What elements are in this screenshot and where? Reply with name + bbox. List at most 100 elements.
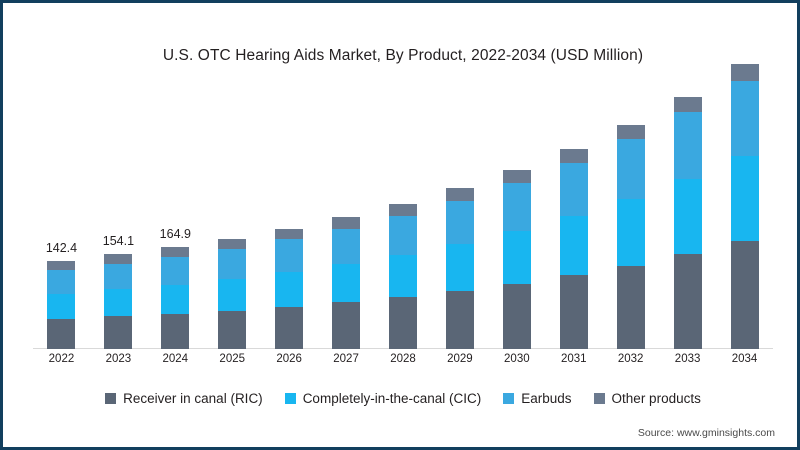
legend-item-ric[interactable]: Receiver in canal (RIC) [105, 391, 263, 406]
stacked-bar[interactable] [559, 149, 588, 349]
bar-value-label: 142.4 [45, 240, 78, 255]
x-tick-2026: 2026 [276, 353, 302, 365]
x-tick-2028: 2028 [390, 353, 416, 365]
legend-item-other[interactable]: Other products [593, 391, 701, 406]
bar-segment-other-products [559, 149, 588, 164]
bar-segment-other-products [47, 260, 76, 271]
bar-segment-completely-in-the-canal-cic [730, 156, 759, 242]
bar-segment-completely-in-the-canal-cic [616, 199, 645, 266]
plot-area: 142.4 154.1 164.9 [33, 64, 773, 349]
bar-segment-earbuds [673, 112, 702, 180]
bar-segment-completely-in-the-canal-cic [161, 284, 190, 314]
bar-segment-completely-in-the-canal-cic [559, 216, 588, 276]
bar-segment-earbuds [332, 228, 361, 265]
bar-segment-earbuds [502, 183, 531, 232]
bar-slot [602, 83, 659, 349]
bar-segment-earbuds [559, 163, 588, 217]
bar-slot [204, 83, 261, 349]
x-tick-2022: 2022 [48, 353, 75, 365]
bar-segment-other-products [502, 170, 531, 184]
legend-swatch-icon [284, 393, 296, 404]
bar-segment-other-products [388, 203, 417, 216]
x-tick-2027: 2027 [333, 353, 359, 365]
bar-segment-other-products [218, 238, 247, 249]
bar-segment-receiver-in-canal-ric [275, 306, 304, 349]
legend-item-earbuds[interactable]: Earbuds [503, 391, 572, 406]
x-tick-2032: 2032 [617, 353, 644, 365]
stacked-bar[interactable] [616, 124, 645, 349]
bar-segment-earbuds [275, 239, 304, 272]
bar-segment-other-products [673, 96, 702, 113]
legend-swatch-icon [503, 393, 515, 404]
stacked-bar[interactable] [445, 188, 474, 349]
bar-slot [488, 83, 545, 349]
x-tick-2031: 2031 [560, 353, 587, 365]
legend-item-cic[interactable]: Completely-in-the-canal (CIC) [284, 391, 482, 406]
bar-segment-receiver-in-canal-ric [332, 302, 361, 349]
bar-segment-receiver-in-canal-ric [673, 254, 702, 349]
bar-segment-completely-in-the-canal-cic [332, 264, 361, 303]
bar-slot [545, 83, 602, 349]
bar-slot [431, 83, 488, 349]
x-tick-2025: 2025 [219, 353, 246, 365]
bar-segment-other-products [275, 228, 304, 240]
bar-segment-receiver-in-canal-ric [47, 319, 76, 349]
legend-label: Earbuds [521, 391, 572, 406]
bar-segment-receiver-in-canal-ric [445, 290, 474, 349]
stacked-bar[interactable] [161, 247, 190, 349]
x-tick-2033: 2033 [674, 353, 701, 365]
bar-segment-earbuds [47, 270, 76, 295]
x-tick-2030: 2030 [504, 353, 530, 365]
bar-segment-other-products [445, 188, 474, 201]
bar-segment-other-products [730, 64, 759, 82]
bar-segment-completely-in-the-canal-cic [673, 179, 702, 255]
bar-segment-completely-in-the-canal-cic [47, 294, 76, 320]
bar-segment-other-products [161, 247, 190, 257]
bar-segment-receiver-in-canal-ric [161, 313, 190, 349]
bar-slot [659, 83, 716, 349]
bar-segment-receiver-in-canal-ric [388, 297, 417, 349]
stacked-bar[interactable] [673, 96, 702, 349]
bar-segment-receiver-in-canal-ric [730, 241, 759, 349]
stacked-bar[interactable] [332, 217, 361, 349]
stacked-bar[interactable] [47, 260, 76, 349]
x-tick-2024: 2024 [162, 353, 189, 365]
bar-segment-earbuds [616, 139, 645, 200]
bar-segment-earbuds [218, 248, 247, 279]
bar-value-label: 164.9 [159, 227, 191, 241]
stacked-bar[interactable] [388, 203, 417, 349]
bar-segment-receiver-in-canal-ric [559, 275, 588, 349]
bar-segment-receiver-in-canal-ric [218, 310, 247, 349]
legend-label: Completely-in-the-canal (CIC) [302, 391, 482, 406]
bar-segment-completely-in-the-canal-cic [275, 271, 304, 307]
stacked-bar[interactable] [502, 170, 531, 349]
x-axis-tick-labels: 2022 2023 2024 2025 2026 2027 2028 2029 2030 2031… [33, 353, 773, 375]
bar-segment-earbuds [104, 263, 133, 290]
x-tick-2023: 2023 [105, 353, 132, 365]
bar-value-label: 154.1 [102, 233, 135, 248]
legend-label: Other products [611, 391, 701, 406]
bar-segment-completely-in-the-canal-cic [104, 289, 133, 317]
stacked-bar[interactable] [730, 64, 759, 349]
bar-slot [716, 64, 773, 349]
stacked-bar[interactable] [218, 238, 247, 349]
bar-slot: 142.4 [33, 83, 90, 349]
bar-segment-receiver-in-canal-ric [104, 316, 133, 349]
bar-slot [375, 83, 432, 349]
chart-legend: Receiver in canal (RIC) Completely-in-the… [3, 391, 800, 406]
bar-segment-completely-in-the-canal-cic [445, 243, 474, 291]
legend-label: Receiver in canal (RIC) [123, 391, 263, 406]
bar-slot [261, 83, 318, 349]
stacked-bar[interactable] [104, 253, 133, 349]
legend-swatch-icon [593, 393, 605, 404]
bar-segment-earbuds [161, 256, 190, 285]
bar-segment-completely-in-the-canal-cic [502, 231, 531, 284]
bar-segment-other-products [104, 253, 133, 264]
bar-segment-receiver-in-canal-ric [616, 265, 645, 349]
bar-segment-other-products [332, 217, 361, 229]
bar-segment-receiver-in-canal-ric [502, 283, 531, 349]
x-tick-2034: 2034 [731, 353, 758, 365]
bar-segment-earbuds [730, 81, 759, 157]
stacked-bar[interactable] [275, 228, 304, 349]
